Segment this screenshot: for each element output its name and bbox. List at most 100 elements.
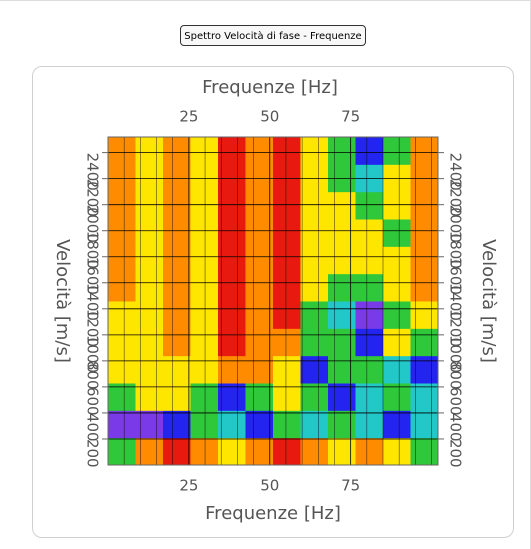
heat-cell	[245, 437, 274, 466]
heat-cell	[108, 328, 136, 357]
heat-cell	[328, 328, 356, 357]
heat-cell	[410, 301, 439, 329]
heat-cell	[383, 355, 411, 384]
heat-cell	[135, 437, 164, 466]
heat-cell	[218, 273, 246, 302]
heat-cell	[163, 355, 191, 384]
heat-cell	[218, 137, 246, 165]
heat-cell	[300, 191, 329, 220]
heat-cell	[108, 246, 136, 275]
heat-cell	[218, 355, 246, 384]
heat-cell	[218, 301, 246, 329]
heat-cell	[328, 246, 356, 275]
y-tick-label: 600	[447, 387, 465, 416]
y-tick-label: 400	[447, 413, 465, 442]
heat-cell	[410, 219, 439, 247]
heat-cell	[190, 191, 219, 220]
heat-cell	[410, 273, 439, 302]
heat-cell	[218, 246, 246, 275]
heat-cell	[190, 328, 219, 357]
heat-cell	[218, 328, 246, 357]
heat-cell	[300, 164, 329, 193]
heat-cell	[410, 191, 439, 220]
heat-cell	[163, 137, 191, 165]
heat-cell	[135, 219, 164, 247]
heat-cell	[328, 191, 356, 220]
heat-cell	[218, 219, 246, 247]
heat-cell	[383, 383, 411, 411]
heat-cell	[245, 219, 274, 247]
heat-cell	[300, 219, 329, 247]
heat-cell	[273, 383, 301, 411]
heat-cell	[273, 191, 301, 220]
heat-cell	[108, 410, 136, 439]
heat-cell	[355, 273, 384, 302]
heat-cell	[135, 191, 164, 220]
heat-cell	[245, 383, 274, 411]
y-tick-label: 1600	[447, 257, 465, 295]
y-tick-label: 400	[84, 413, 102, 442]
y-tick-label: 1000	[84, 335, 102, 373]
y-tick-label: 2200	[447, 179, 465, 217]
heat-cell	[163, 383, 191, 411]
heat-cell	[300, 137, 329, 165]
heat-cell	[355, 410, 384, 439]
y-tick-label: 1200	[447, 309, 465, 347]
heat-cell	[135, 410, 164, 439]
heat-cell	[108, 301, 136, 329]
heat-cell	[410, 137, 439, 165]
heat-cell	[383, 410, 411, 439]
heat-cell	[135, 301, 164, 329]
y-tick-label: 200	[447, 439, 465, 468]
heat-cell	[355, 219, 384, 247]
heat-cell	[163, 301, 191, 329]
heat-cell	[108, 164, 136, 193]
heat-cell	[190, 301, 219, 329]
heat-cell	[135, 273, 164, 302]
heat-cell	[218, 437, 246, 466]
heat-cell	[355, 246, 384, 275]
heat-cell	[410, 164, 439, 193]
heat-cell	[190, 410, 219, 439]
heat-cell	[190, 355, 219, 384]
heat-cell	[355, 437, 384, 466]
y-tick-label: 200	[84, 439, 102, 468]
heat-cell	[410, 355, 439, 384]
heat-cell	[108, 355, 136, 384]
y-tick-label: 1200	[84, 309, 102, 347]
heat-cell	[383, 328, 411, 357]
heat-cell	[163, 191, 191, 220]
heat-cell	[245, 191, 274, 220]
heat-cell	[163, 437, 191, 466]
x-axis-title: Frequenze [Hz]	[205, 503, 341, 524]
heat-cell	[190, 273, 219, 302]
heat-cell	[163, 410, 191, 439]
heat-cell	[245, 273, 274, 302]
heat-cell	[135, 137, 164, 165]
heat-cell	[410, 328, 439, 357]
heat-cell	[300, 328, 329, 357]
heat-cell	[273, 301, 301, 329]
chart-panel	[32, 66, 514, 538]
heat-cell	[163, 246, 191, 275]
x-tick-label: 75	[341, 108, 360, 126]
heat-cell	[190, 219, 219, 247]
heat-cell	[108, 137, 136, 165]
heat-cell	[273, 137, 301, 165]
heat-cell	[355, 191, 384, 220]
x-tick-label: 50	[260, 108, 279, 126]
x-tick-label: 25	[179, 477, 198, 495]
heat-cell	[218, 383, 246, 411]
heat-cell	[190, 164, 219, 193]
heat-cell	[218, 410, 246, 439]
heat-cell	[383, 219, 411, 247]
y-tick-label: 1400	[447, 283, 465, 321]
title-button[interactable]: Spettro Velocità di fase - Frequenze	[180, 25, 366, 46]
x-tick-label: 75	[341, 477, 360, 495]
heat-cell	[190, 437, 219, 466]
heat-cell	[300, 410, 329, 439]
heat-cell	[355, 383, 384, 411]
plot-border	[107, 136, 439, 466]
